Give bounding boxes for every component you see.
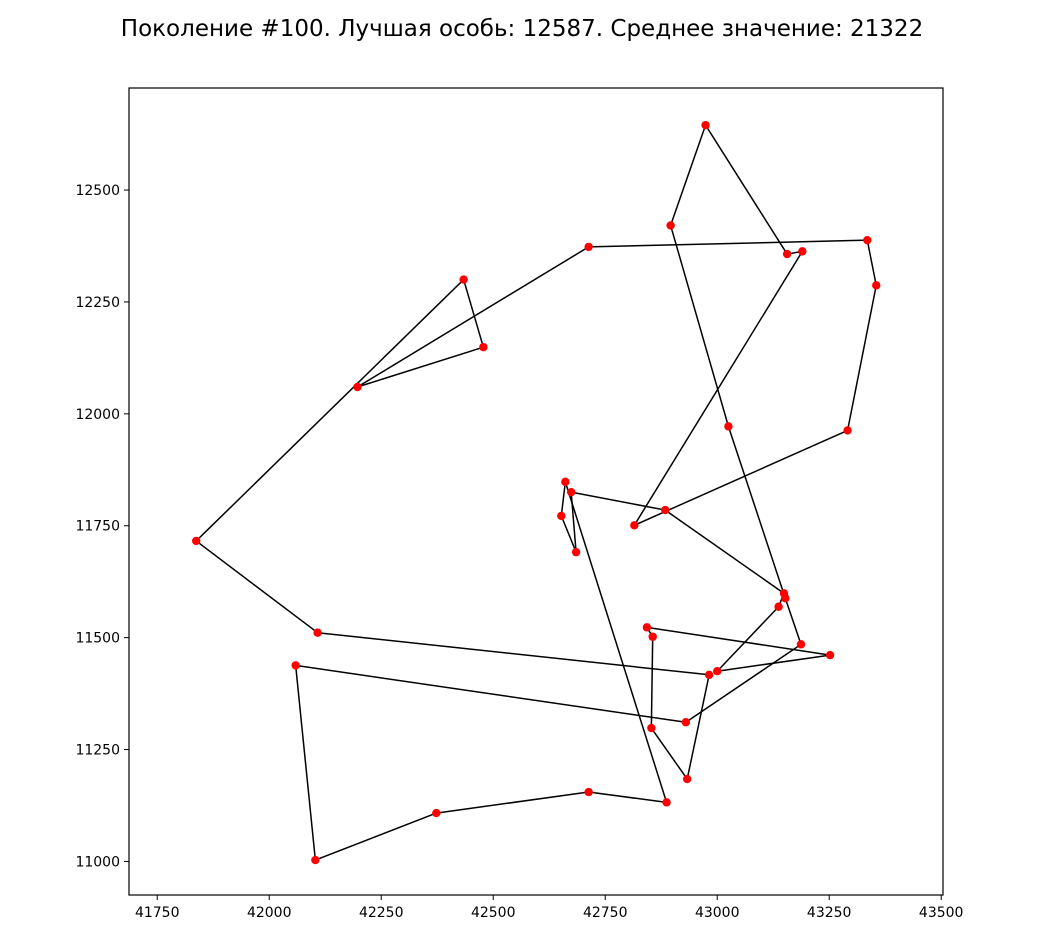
route-segment — [716, 606, 780, 672]
city-point — [557, 511, 566, 521]
city-point — [701, 120, 710, 130]
axes: 41750 42000 42250 42500 42750 43000 43250 43500… — [75, 183, 963, 921]
city-point — [843, 426, 852, 435]
city-point — [724, 422, 733, 431]
x-tick-label: 42250 — [359, 905, 404, 921]
route-segment — [317, 631, 710, 676]
route-segment — [588, 239, 868, 248]
city-point — [661, 505, 670, 515]
city-point — [353, 382, 362, 392]
route-segment — [436, 791, 589, 814]
route-segment — [588, 791, 667, 804]
city-point — [311, 855, 320, 865]
city-point — [432, 808, 441, 818]
city-point — [798, 247, 807, 256]
city-point — [630, 521, 639, 530]
route-segment — [784, 598, 802, 645]
city-point — [584, 242, 593, 252]
route-segment — [462, 279, 485, 348]
route-segment — [357, 246, 590, 388]
y-tick-label: 12250 — [75, 295, 120, 311]
city-point — [863, 235, 872, 245]
city-point — [682, 774, 692, 784]
route-segment — [357, 346, 484, 388]
x-tick-label: 42000 — [247, 905, 292, 921]
city-point — [566, 487, 576, 497]
chart-title: Поколение #100. Лучшая особь: 12587. Сре… — [121, 16, 923, 42]
route-segment — [633, 250, 803, 526]
route-segment — [571, 491, 666, 511]
x-tick-label: 43250 — [807, 905, 852, 921]
city-point — [825, 650, 835, 660]
route-segment — [669, 124, 707, 226]
route-segment — [846, 285, 877, 431]
city-point — [479, 342, 488, 352]
x-tick-label: 43500 — [919, 905, 964, 921]
city-point — [584, 787, 593, 797]
city-point — [648, 632, 657, 641]
city-point — [681, 718, 691, 727]
route-segment — [195, 279, 465, 542]
plot-area — [191, 120, 881, 865]
x-tick-label: 43000 — [695, 905, 740, 921]
x-tick-label: 41750 — [135, 905, 180, 921]
route-segment — [315, 812, 437, 861]
route-segment — [195, 540, 319, 634]
axes-frame — [128, 87, 944, 896]
city-point — [781, 594, 790, 603]
y-tick-label: 11000 — [75, 854, 120, 870]
route-segment — [664, 509, 785, 594]
city-point — [647, 723, 656, 733]
city-point — [704, 670, 714, 679]
route-segment — [295, 664, 686, 723]
y-tick-label: 12000 — [75, 407, 120, 423]
city-point — [662, 798, 671, 807]
route-segment — [727, 426, 787, 599]
city-point — [713, 667, 722, 676]
y-tick-label: 11250 — [75, 743, 120, 759]
route-segment — [685, 643, 802, 723]
route-segment — [646, 626, 831, 656]
route-segment — [560, 515, 577, 553]
y-tick-label: 11500 — [75, 631, 120, 647]
route-segment — [686, 674, 710, 780]
route-segment — [564, 481, 668, 803]
route-segment — [634, 429, 848, 526]
city-point — [561, 477, 570, 487]
route-segment — [650, 636, 654, 729]
route-segment — [560, 481, 567, 516]
city-point — [313, 628, 322, 637]
route-segment — [866, 240, 877, 286]
city-point — [642, 623, 652, 632]
route-segment — [294, 665, 317, 861]
city-point — [291, 661, 300, 670]
city-point — [571, 547, 581, 557]
x-tick-label: 42750 — [583, 905, 628, 921]
city-point — [459, 275, 468, 284]
route-segment — [704, 124, 788, 255]
y-tick-label: 11750 — [75, 519, 120, 535]
route-segment — [669, 225, 730, 427]
x-tick-label: 42500 — [471, 905, 516, 921]
city-point — [872, 281, 881, 290]
y-tick-label: 12500 — [75, 183, 120, 199]
city-point — [191, 536, 201, 546]
city-point — [774, 602, 783, 611]
city-point — [666, 221, 675, 230]
route-segment — [650, 727, 688, 780]
city-point — [796, 640, 806, 649]
city-point — [782, 249, 792, 259]
